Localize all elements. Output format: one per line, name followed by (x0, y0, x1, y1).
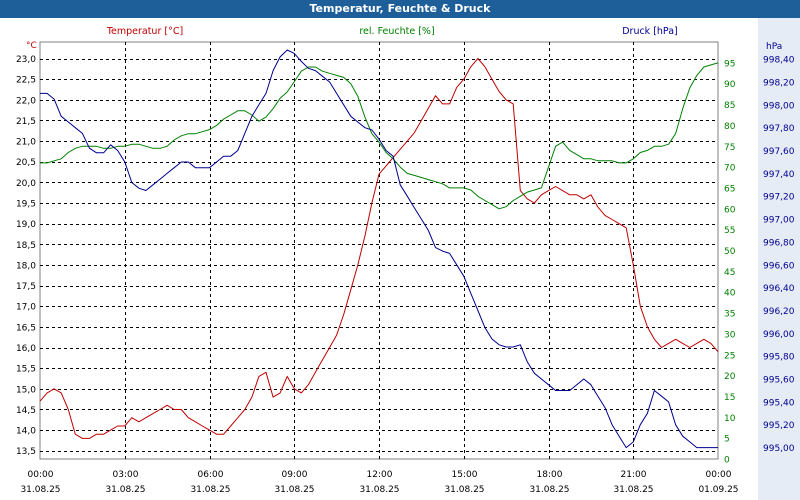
x-tick-time: 09:00 (282, 470, 308, 480)
humidity-tick-label: 80 (724, 122, 736, 132)
humidity-tick-label: 70 (724, 164, 736, 174)
temperature-tick-label: 20,5 (16, 158, 36, 168)
x-tick-time: 21:00 (621, 470, 647, 480)
humidity-tick-label: 45 (724, 268, 735, 278)
pressure-tick-label: 998,40 (763, 56, 795, 66)
x-tick-date: 31.08.25 (20, 485, 60, 495)
pressure-tick-label: 997,20 (763, 193, 795, 203)
temperature-tick-label: 16,5 (16, 323, 36, 333)
humidity-tick-label: 55 (724, 226, 735, 236)
humidity-tick-label: 60 (724, 205, 736, 215)
pressure-tick-label: 998,20 (763, 78, 795, 88)
temperature-tick-label: 19,0 (16, 220, 36, 230)
x-tick-date: 31.08.25 (274, 485, 314, 495)
temperature-tick-label: 17,0 (16, 303, 36, 313)
pressure-tick-label: 996,20 (763, 307, 795, 317)
series-line-humidity (40, 62, 719, 210)
humidity-tick-label: 25 (724, 351, 735, 361)
temperature-tick-label: 20,0 (16, 179, 36, 189)
humidity-tick-label: 15 (724, 393, 735, 403)
pressure-tick-label: 997,40 (763, 170, 795, 180)
x-tick-time: 03:00 (113, 470, 139, 480)
series-line-temperature (39, 58, 719, 439)
humidity-tick-label: 50 (724, 247, 736, 257)
x-tick-time: 06:00 (198, 470, 224, 480)
temperature-tick-label: 22,0 (16, 96, 36, 106)
temperature-tick-label: 16,0 (16, 344, 36, 354)
pressure-tick-label: 996,60 (763, 261, 795, 271)
right-axis-panel (758, 18, 800, 500)
humidity-axis-title: rel. Feuchte [%] (359, 26, 434, 37)
temperature-tick-label: 18,5 (16, 241, 36, 251)
pressure-axis-title: Druck [hPa] (622, 26, 678, 37)
x-tick-time: 15:00 (452, 470, 478, 480)
x-tick-date: 31.08.25 (359, 485, 399, 495)
x-tick-date: 31.08.25 (529, 485, 569, 495)
humidity-tick-label: 75 (724, 143, 735, 153)
temperature-tick-label: 18,0 (16, 261, 36, 271)
pressure-tick-label: 997,60 (763, 147, 795, 157)
pressure-tick-label: 997,80 (763, 124, 795, 134)
humidity-tick-label: 40 (724, 289, 736, 299)
pressure-tick-label: 995,20 (763, 421, 795, 431)
pressure-tick-label: 995,60 (763, 376, 795, 386)
chart-title: Temperatur, Feuchte & Druck (0, 0, 800, 18)
temperature-tick-label: 15,5 (16, 365, 36, 375)
temperature-tick-label: 15,0 (16, 385, 36, 395)
x-tick-date: 31.08.25 (190, 485, 230, 495)
humidity-tick-label: 90 (724, 80, 736, 90)
x-tick-date: 31.08.25 (613, 485, 653, 495)
x-tick-time: 12:00 (367, 470, 393, 480)
humidity-tick-label: 85 (724, 101, 735, 111)
temperature-axis-title: Temperatur [°C] (106, 26, 183, 37)
humidity-tick-label: 0 (724, 456, 730, 466)
humidity-tick-label: 30 (724, 330, 736, 340)
temperature-tick-label: 22,5 (16, 76, 36, 86)
pressure-unit: hPa (766, 42, 782, 52)
pressure-tick-label: 996,40 (763, 284, 795, 294)
humidity-tick-label: 35 (724, 310, 735, 320)
pressure-tick-label: 998,00 (763, 101, 795, 111)
temperature-tick-label: 13,5 (16, 447, 36, 457)
pressure-tick-label: 997,00 (763, 216, 795, 226)
humidity-tick-label: 10 (724, 414, 736, 424)
humidity-tick-label: 65 (724, 184, 735, 194)
pressure-tick-label: 995,00 (763, 444, 795, 454)
series-line-pressure (40, 49, 718, 449)
x-tick-time: 00:00 (706, 470, 732, 480)
x-tick-date: 31.08.25 (105, 485, 145, 495)
temperature-tick-label: 14,5 (16, 406, 36, 416)
x-tick-date: 31.08.25 (444, 485, 484, 495)
pressure-tick-label: 996,00 (763, 330, 795, 340)
humidity-tick-label: 5 (724, 435, 730, 445)
temperature-tick-label: 21,0 (16, 138, 36, 148)
pressure-tick-label: 995,40 (763, 398, 795, 408)
pressure-tick-label: 995,80 (763, 353, 795, 363)
humidity-tick-label: 95 (724, 59, 735, 69)
temperature-tick-label: 23,0 (16, 55, 36, 65)
temperature-tick-label: 19,5 (16, 200, 36, 210)
temperature-tick-label: 21,5 (16, 117, 36, 127)
humidity-tick-label: 20 (724, 372, 736, 382)
temperature-tick-label: 17,5 (16, 282, 36, 292)
pressure-tick-label: 996,80 (763, 238, 795, 248)
temperature-tick-label: 14,0 (16, 427, 36, 437)
x-tick-time: 00:00 (28, 470, 54, 480)
x-tick-time: 18:00 (537, 470, 563, 480)
x-tick-date: 01.09.25 (698, 485, 738, 495)
temperature-unit: °C (26, 41, 37, 51)
